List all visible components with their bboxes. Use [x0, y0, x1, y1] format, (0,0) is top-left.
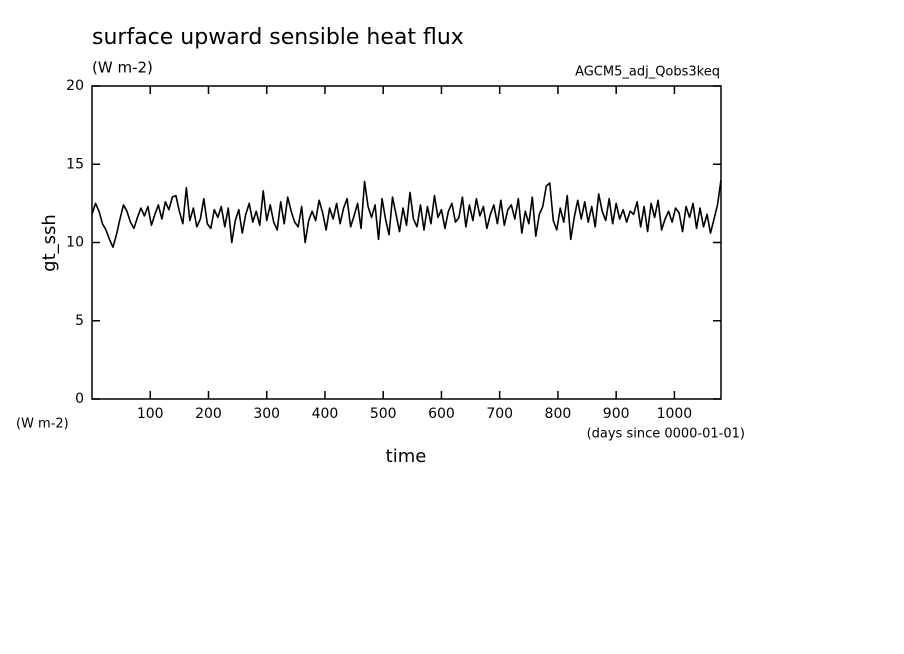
y-tick-label: 5 [75, 313, 84, 329]
x-axis-label: time [386, 446, 427, 467]
y-axis-label: gt_ssh [39, 214, 60, 272]
x-tick-label: 200 [195, 406, 222, 422]
x-tick-label: 900 [603, 406, 630, 422]
annotation: AGCM5_adj_Qobs3keq [575, 65, 720, 80]
chart-title: surface upward sensible heat flux [92, 25, 464, 50]
x-tick-label: 600 [428, 406, 455, 422]
y-tick-label: 0 [75, 391, 84, 407]
y-tick-label: 10 [66, 235, 84, 251]
x-tick-label: 100 [137, 406, 164, 422]
x-tick-label: 800 [545, 406, 572, 422]
chart-subtitle: (W m-2) [92, 59, 153, 77]
x-tick-label: 1000 [657, 406, 693, 422]
y-tick-label: 20 [66, 78, 84, 94]
plot-frame [91, 85, 722, 400]
x-tick-label: 400 [312, 406, 339, 422]
x-tick-label: 300 [253, 406, 280, 422]
x-unit: (days since 0000-01-01) [587, 427, 745, 442]
x-tick-label: 700 [486, 406, 513, 422]
y-tick-label: 15 [66, 156, 84, 172]
y-unit: (W m-2) [16, 417, 69, 432]
x-tick-label: 500 [370, 406, 397, 422]
data-line [91, 179, 722, 248]
